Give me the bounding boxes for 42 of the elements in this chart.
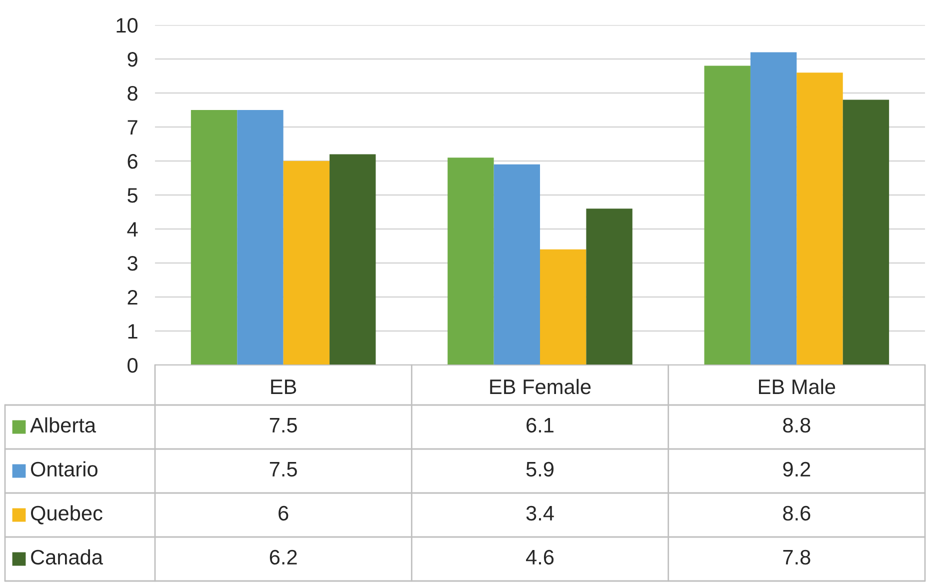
x-tick-label: EB Male: [759, 378, 836, 394]
y-tick-label: 8: [128, 86, 138, 101]
data-label: 7.5: [270, 462, 297, 477]
data-label: 6.2: [270, 550, 297, 565]
bar: [586, 208, 632, 365]
y-tick-label: 5: [128, 188, 138, 203]
data-label: 3.4: [526, 506, 554, 521]
y-tick-label: 4: [127, 222, 138, 237]
data-label: 6.1: [526, 418, 554, 433]
bar: [842, 100, 890, 365]
legend-label: Canada: [31, 549, 103, 565]
bar: [283, 161, 330, 365]
bar: [750, 52, 797, 365]
data-label: 7.8: [783, 550, 810, 565]
y-tick-label: 10: [116, 18, 138, 33]
bar: [237, 110, 284, 365]
bar: [190, 110, 238, 365]
bar: [796, 72, 843, 365]
legend-label: Alberta: [30, 417, 96, 433]
y-tick-label: 9: [128, 52, 138, 67]
bar: [494, 164, 540, 365]
legend-label: Ontario: [30, 461, 98, 477]
y-tick-label: 7: [128, 120, 138, 135]
bar: [448, 158, 494, 365]
y-tick-label: 6: [128, 154, 138, 169]
data-label: 8.8: [783, 418, 810, 433]
legend-label: Quebec: [30, 505, 102, 524]
x-tick-label: EB Female: [490, 378, 591, 394]
data-label: 6: [278, 506, 288, 521]
data-label: 9.2: [783, 462, 810, 477]
data-label: 7.5: [270, 418, 297, 433]
y-tick-label: 3: [128, 256, 138, 271]
bar: [704, 66, 750, 365]
data-label: 4.6: [526, 550, 554, 565]
bar: [540, 249, 586, 365]
data-label: 8.6: [783, 506, 810, 521]
data-label: 5.9: [526, 462, 554, 477]
y-tick-label: 2: [128, 290, 138, 305]
x-tick-label: EB: [271, 380, 296, 394]
bar: [330, 154, 376, 365]
y-tick-label: 1: [128, 324, 138, 339]
y-tick-label: 0: [128, 358, 138, 373]
